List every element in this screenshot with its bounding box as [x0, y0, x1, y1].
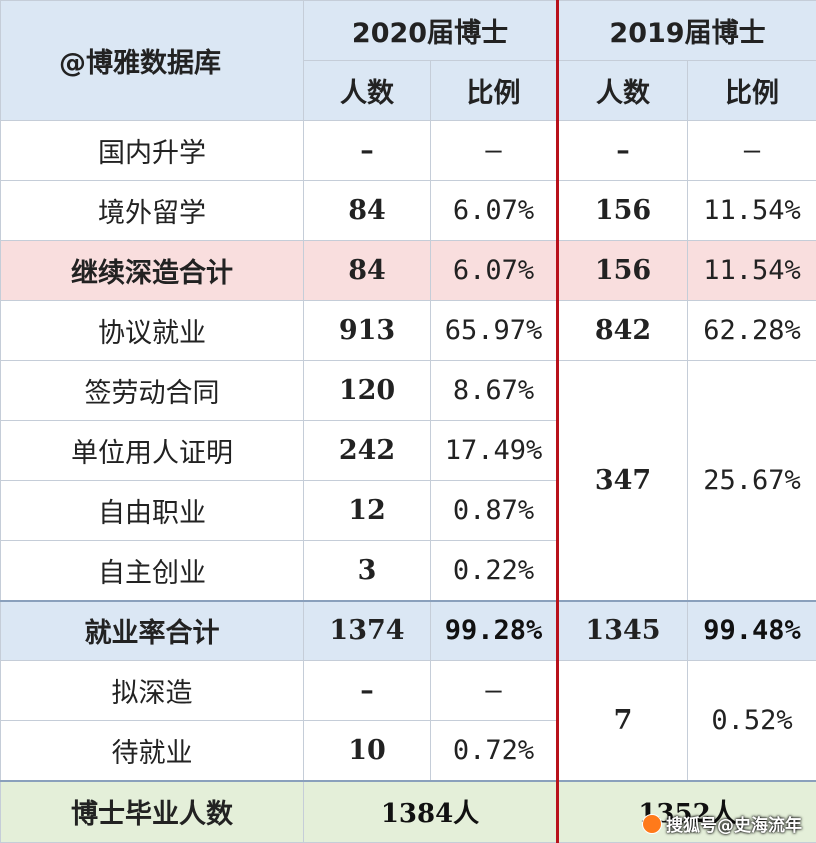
row-label: 境外留学: [1, 181, 304, 241]
count-2020: 120: [304, 361, 431, 421]
count-2020: 10: [304, 721, 431, 781]
row-label: 就业率合计: [1, 601, 304, 661]
brand-label: @博雅数据库: [1, 1, 304, 121]
ratio-2020: 6.07%: [431, 181, 558, 241]
ratio-2020: –: [431, 661, 558, 721]
row-label: 国内升学: [1, 121, 304, 181]
count-2020: 84: [304, 241, 431, 301]
count-2019-merged: 7: [558, 661, 688, 781]
table-row: 协议就业 913 65.97% 842 62.28%: [1, 301, 816, 361]
ratio-2020: 99.28%: [431, 601, 558, 661]
row-label: 自主创业: [1, 541, 304, 601]
ratio-2019: 99.48%: [688, 601, 816, 661]
count-2020: 1374: [304, 601, 431, 661]
row-label: 拟深造: [1, 661, 304, 721]
count-2020: 12: [304, 481, 431, 541]
count-2020: 913: [304, 301, 431, 361]
table-row: 拟深造 – – 7 0.52%: [1, 661, 816, 721]
ratio-2019: 11.54%: [688, 241, 816, 301]
row-label: 博士毕业人数: [1, 781, 304, 843]
ratio-2020: 0.72%: [431, 721, 558, 781]
ratio-2020: 65.97%: [431, 301, 558, 361]
count-2020: –: [304, 121, 431, 181]
row-label: 单位用人证明: [1, 421, 304, 481]
ratio-2020: 0.22%: [431, 541, 558, 601]
table-row: 国内升学 – – – –: [1, 121, 816, 181]
table-row: 境外留学 84 6.07% 156 11.54%: [1, 181, 816, 241]
ratio-2019: 11.54%: [688, 181, 816, 241]
row-label: 协议就业: [1, 301, 304, 361]
table-row-employment-total: 就业率合计 1374 99.28% 1345 99.48%: [1, 601, 816, 661]
count-2019: 156: [558, 241, 688, 301]
row-label: 自由职业: [1, 481, 304, 541]
ratio-2020: 6.07%: [431, 241, 558, 301]
col-count-2019: 人数: [558, 61, 688, 121]
watermark-text: 搜狐号@史海流年: [666, 811, 802, 836]
ratio-2019: 62.28%: [688, 301, 816, 361]
ratio-2020: 8.67%: [431, 361, 558, 421]
ratio-2020: –: [431, 121, 558, 181]
ratio-2019-merged: 0.52%: [688, 661, 816, 781]
count-2019: 842: [558, 301, 688, 361]
count-2020: 242: [304, 421, 431, 481]
sohu-logo-icon: [642, 814, 662, 834]
col-ratio-2019: 比例: [688, 61, 816, 121]
col-count-2020: 人数: [304, 61, 431, 121]
row-label: 继续深造合计: [1, 241, 304, 301]
header-2020: 2020届博士: [304, 1, 558, 61]
count-2019: 156: [558, 181, 688, 241]
ratio-2020: 0.87%: [431, 481, 558, 541]
count-2020: 84: [304, 181, 431, 241]
count-2019: –: [558, 121, 688, 181]
table-row-subtotal: 继续深造合计 84 6.07% 156 11.54%: [1, 241, 816, 301]
row-label: 待就业: [1, 721, 304, 781]
col-ratio-2020: 比例: [431, 61, 558, 121]
header-2019: 2019届博士: [558, 1, 816, 61]
count-2020: –: [304, 661, 431, 721]
count-2019: 1345: [558, 601, 688, 661]
ratio-2020: 17.49%: [431, 421, 558, 481]
ratio-2019: –: [688, 121, 816, 181]
table-row: 签劳动合同 120 8.67% 347 25.67%: [1, 361, 816, 421]
row-label: 签劳动合同: [1, 361, 304, 421]
count-2019-merged: 347: [558, 361, 688, 601]
ratio-2019-merged: 25.67%: [688, 361, 816, 601]
count-2020: 3: [304, 541, 431, 601]
graduates-2020: 1384人: [304, 781, 558, 843]
watermark: 搜狐号@史海流年: [642, 811, 802, 836]
